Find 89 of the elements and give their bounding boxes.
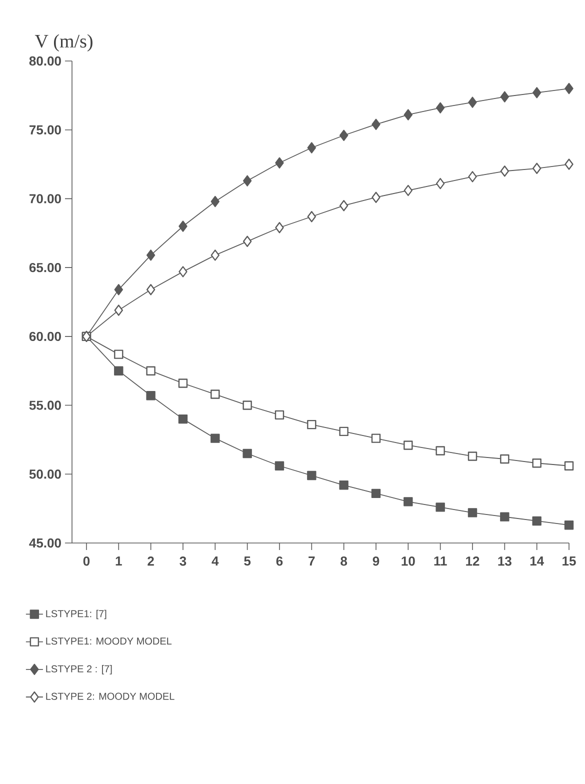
point: [404, 109, 413, 120]
point: [307, 211, 316, 222]
point: [468, 508, 478, 518]
point: [210, 434, 220, 443]
y-tick-label: 50.00: [29, 470, 61, 479]
x-tick-label: 15: [562, 556, 576, 566]
point: [532, 162, 542, 174]
point: [242, 448, 252, 458]
y-tick-label: 80.00: [29, 56, 61, 66]
point: [468, 452, 478, 461]
x-tick-label: 14: [530, 556, 544, 566]
x-tick-label: 4: [212, 556, 219, 566]
point: [146, 391, 156, 400]
point: [114, 366, 124, 376]
point: [500, 166, 510, 177]
y-tick-label: 75.00: [30, 125, 61, 134]
x-tick-label: 1: [116, 556, 122, 566]
point: [178, 266, 188, 278]
point: [564, 520, 574, 530]
legend-label: LSTYPE 2: MOODY MODEL: [46, 692, 174, 700]
point: [436, 102, 445, 114]
point: [339, 200, 348, 212]
point: [436, 502, 445, 512]
y-axis-title: V (m/s): [34, 34, 92, 52]
x-tick-label: 6: [276, 556, 283, 566]
point: [242, 236, 252, 247]
point: [532, 87, 542, 98]
point: [500, 512, 510, 522]
point: [436, 178, 445, 190]
point: [114, 350, 124, 359]
point: [500, 91, 510, 102]
point: [339, 130, 348, 141]
legend-label: LSTYPE1: [7]: [46, 610, 106, 620]
x-tick-label: 13: [498, 556, 512, 566]
x-tick-label: 8: [340, 556, 348, 566]
point: [372, 192, 380, 203]
point: [468, 96, 477, 108]
point: [564, 461, 574, 470]
x-tick-label: 12: [466, 556, 480, 566]
point: [500, 454, 510, 464]
point: [564, 82, 574, 94]
point: [436, 446, 445, 456]
point: [371, 434, 381, 443]
point: [146, 366, 156, 376]
point: [532, 516, 542, 526]
point: [307, 142, 316, 154]
point: [242, 175, 252, 186]
point: [275, 157, 284, 169]
x-tick-label: 5: [244, 556, 251, 566]
point: [178, 220, 188, 232]
point: [114, 304, 123, 316]
y-tick-label: 55.00: [29, 400, 61, 410]
point: [339, 480, 348, 490]
y-tick-label: 70.00: [30, 194, 61, 204]
point: [404, 440, 413, 450]
point: [339, 426, 348, 436]
legend-label: LSTYPE1: MOODY MODEL: [46, 638, 172, 645]
point: [274, 461, 284, 470]
y-tick-label: 65.00: [29, 262, 61, 272]
x-tick-label: 2: [148, 556, 154, 566]
point: [532, 458, 542, 468]
point: [178, 378, 188, 388]
point: [210, 390, 220, 399]
point: [210, 250, 220, 261]
point: [275, 222, 284, 234]
point: [372, 118, 380, 130]
point: [146, 284, 156, 296]
point: [468, 171, 477, 182]
y-tick-label: 60.00: [29, 332, 61, 342]
point: [210, 196, 220, 208]
legend-label: LSTYPE 2 : [7]: [46, 665, 112, 674]
x-tick-label: 7: [308, 556, 315, 566]
point: [242, 400, 252, 410]
point: [404, 497, 413, 506]
x-tick-label: 9: [372, 556, 380, 566]
x-tick-label: 10: [402, 556, 415, 566]
point: [307, 470, 316, 480]
point: [371, 488, 381, 498]
x-tick-label: 11: [434, 556, 447, 566]
y-tick-label: 45.00: [29, 538, 61, 548]
point: [274, 410, 284, 420]
point: [564, 158, 574, 170]
x-tick-label: 3: [180, 556, 186, 566]
point: [404, 184, 413, 196]
point: [146, 250, 156, 261]
point: [178, 414, 188, 424]
x-tick-label: 0: [83, 556, 90, 566]
point: [114, 284, 123, 296]
point: [307, 420, 316, 430]
